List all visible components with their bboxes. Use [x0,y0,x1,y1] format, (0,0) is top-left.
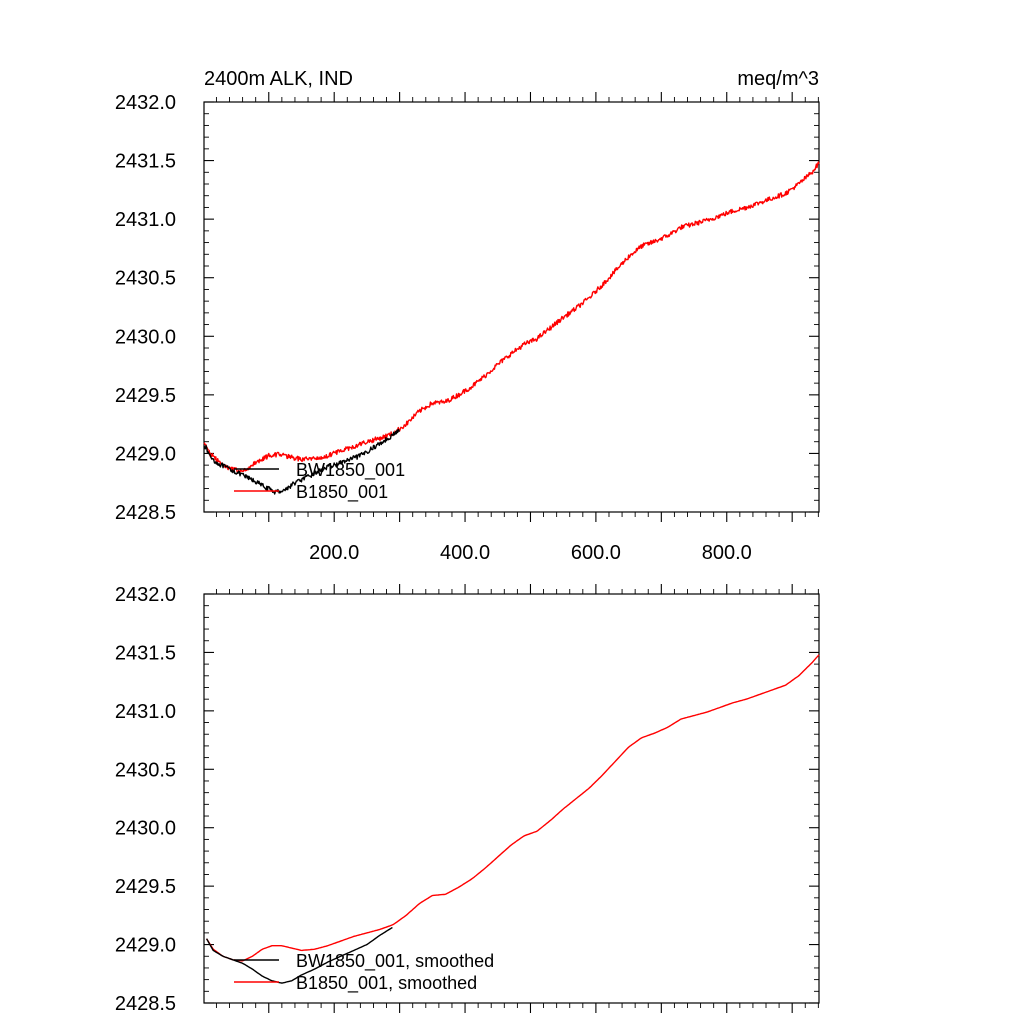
y-tick-label: 2431.5 [115,642,176,664]
x-tick-label: 200.0 [309,542,359,564]
bottom-panel: 2428.5 2429.0 2429.5 2430.0 2430.5 2431.0 2431… [115,584,820,1015]
y-tick-label: 2431.0 [115,209,176,231]
y-tick-label: 2431.5 [115,151,176,173]
series-line-1 [206,654,820,962]
y-tick-label: 2430.5 [115,759,176,781]
y-tick-label: 2430.5 [115,268,176,290]
legend-label: BW1850_001 [296,460,405,481]
series-line-1 [203,161,820,474]
y-tick-label: 2432.0 [115,92,176,114]
plot-frame [203,593,820,1004]
y-tick-label: 2431.0 [115,701,176,723]
x-tick-label: 400.0 [440,542,490,564]
y-tick-label: 2429.0 [115,935,176,957]
y-tick-label: 2428.5 [115,993,176,1015]
legend-label: BW1850_001, smoothed [296,951,494,972]
plot-frame [203,101,820,513]
y-tick-label: 2429.0 [115,443,176,465]
chart-title-left: 2400m ALK, IND [204,68,353,90]
legend-label: B1850_001 [296,482,388,503]
x-tick-label: 800.0 [702,542,752,564]
y-tick-label: 2429.5 [115,876,176,898]
legend-label: B1850_001, smoothed [296,973,477,994]
x-tick-label: 600.0 [571,542,621,564]
series-line-0 [205,926,393,984]
y-tick-label: 2430.0 [115,818,176,840]
top-panel: 2428.5 2429.0 2429.5 2430.0 2430.5 2431.0 2431… [115,68,820,564]
y-tick-label: 2430.0 [115,326,176,348]
y-tick-label: 2429.5 [115,385,176,407]
chart-title-right: meq/m^3 [737,68,819,90]
y-tick-label: 2432.0 [115,584,176,606]
series-line-0 [203,428,401,495]
y-tick-label: 2428.5 [115,502,176,524]
